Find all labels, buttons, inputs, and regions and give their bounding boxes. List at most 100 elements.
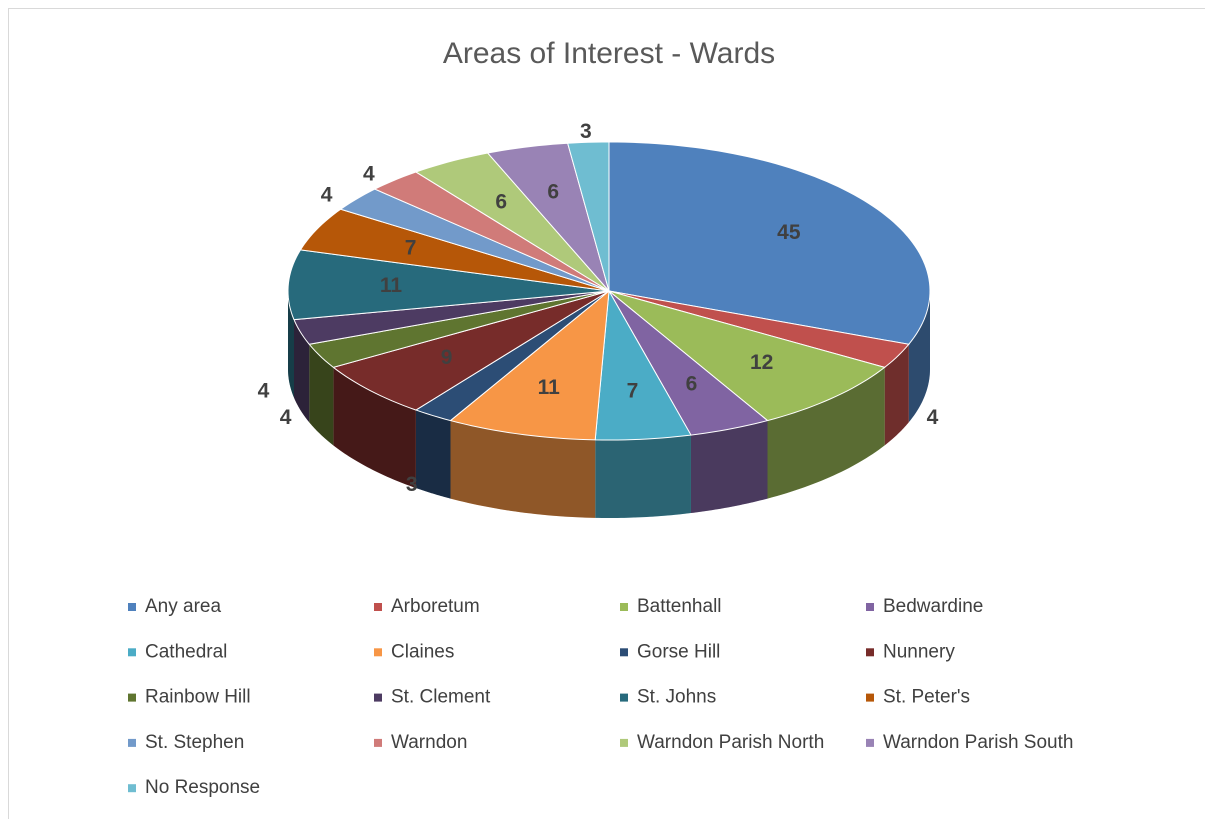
slice-top: [608, 290, 769, 436]
legend-swatch: [374, 738, 382, 747]
legend-swatch: [866, 738, 874, 747]
data-label: 12: [750, 351, 773, 374]
slice-side: [288, 291, 295, 398]
legend-swatch: [374, 603, 382, 611]
slice-side: [884, 344, 909, 446]
legend-label: Any area: [145, 596, 221, 617]
slice-side-shade: [884, 344, 909, 446]
slice-top: [299, 208, 610, 292]
data-label: 4: [321, 183, 333, 206]
legend-label: Claines: [391, 641, 454, 662]
pie-slice: [414, 290, 610, 499]
slice-side-shade: [288, 291, 295, 398]
slice-top: [332, 290, 610, 411]
slice-side-shade: [690, 420, 768, 514]
slice-side: [690, 420, 768, 514]
legend-label: Bedwardine: [883, 596, 983, 617]
pie-slice: [373, 171, 610, 292]
legend-swatch: [620, 648, 628, 657]
pie-slice: [293, 290, 610, 423]
slice-side-shade: [908, 291, 930, 423]
data-label: 11: [538, 376, 561, 399]
legend-swatch: [620, 603, 628, 611]
pie-slice: [287, 249, 610, 398]
data-label: 6: [495, 190, 507, 213]
data-label: 7: [627, 379, 639, 402]
pie-slice: [449, 289, 610, 518]
legend-label: Battenhall: [637, 596, 722, 617]
slice-side: [294, 319, 310, 423]
legend-label: Cathedral: [145, 641, 227, 662]
data-label: 3: [580, 120, 592, 143]
slice-top: [373, 171, 610, 292]
data-label: 4: [280, 406, 292, 429]
pie-slice: [299, 208, 610, 292]
legend-swatch: [374, 693, 382, 702]
slice-top: [414, 290, 610, 422]
slice-side: [767, 367, 885, 499]
slice-top: [449, 289, 610, 441]
data-label: 3: [406, 473, 418, 496]
slice-top: [608, 290, 910, 368]
legend-swatch: [620, 738, 628, 747]
data-label: 4: [258, 379, 270, 402]
pie-slice: [414, 152, 610, 292]
pie-slice: [332, 290, 610, 489]
legend-swatch: [620, 693, 628, 702]
legend-swatch: [866, 693, 874, 702]
pie-slice: [339, 188, 610, 292]
legend-label: St. Clement: [391, 687, 491, 708]
pie-slice: [608, 290, 910, 446]
slice-side-shade: [450, 420, 596, 518]
legend-label: St. Peter's: [883, 687, 970, 708]
data-label: 4: [927, 406, 939, 429]
slice-side: [309, 344, 334, 446]
data-label: 6: [547, 181, 559, 204]
chart-title: Areas of Interest - Wards: [443, 37, 775, 70]
slice-side: [415, 410, 451, 499]
data-label: 6: [686, 372, 698, 395]
slice-side-shade: [309, 344, 334, 446]
data-label: 7: [405, 236, 417, 259]
slice-side: [595, 435, 691, 518]
pie-slice: [308, 290, 610, 446]
legend-label: Warndon: [391, 732, 467, 753]
data-label: 11: [380, 274, 403, 297]
legend-swatch: [866, 648, 874, 657]
legend-label: Warndon Parish South: [883, 732, 1073, 753]
slice-top: [293, 290, 610, 345]
slice-side-shade: [415, 410, 451, 499]
pie-slice: [608, 141, 931, 423]
pie-slice: [594, 289, 692, 518]
data-label: 45: [777, 221, 801, 244]
pie-slice: [567, 141, 610, 292]
legend-label: Warndon Parish North: [637, 732, 824, 753]
legend-swatch: [128, 693, 136, 702]
slice-side-shade: [767, 367, 885, 499]
slice-top: [287, 249, 610, 321]
legend-swatch: [128, 738, 136, 747]
legend-swatch: [128, 648, 136, 657]
slice-top: [308, 290, 610, 368]
slice-side: [333, 367, 416, 489]
slice-top: [594, 289, 692, 441]
slice-top: [608, 290, 886, 422]
slice-top: [414, 152, 610, 292]
legend-label: Nunnery: [883, 641, 955, 662]
pie-slice: [608, 290, 886, 499]
legend-swatch: [866, 603, 874, 611]
legend-label: Rainbow Hill: [145, 687, 251, 708]
legend-swatch: [374, 648, 382, 657]
slice-side: [450, 420, 596, 518]
data-label: 4: [363, 162, 375, 185]
legend-label: No Response: [145, 777, 260, 798]
legend-label: St. Stephen: [145, 732, 244, 753]
legend-swatch: [128, 784, 136, 793]
slice-top: [339, 188, 610, 292]
legend-label: Arboretum: [391, 596, 480, 617]
legend-label: Gorse Hill: [637, 641, 720, 662]
slice-top: [567, 141, 610, 292]
slice-top: [608, 141, 931, 345]
legend-label: St. Johns: [637, 687, 716, 708]
